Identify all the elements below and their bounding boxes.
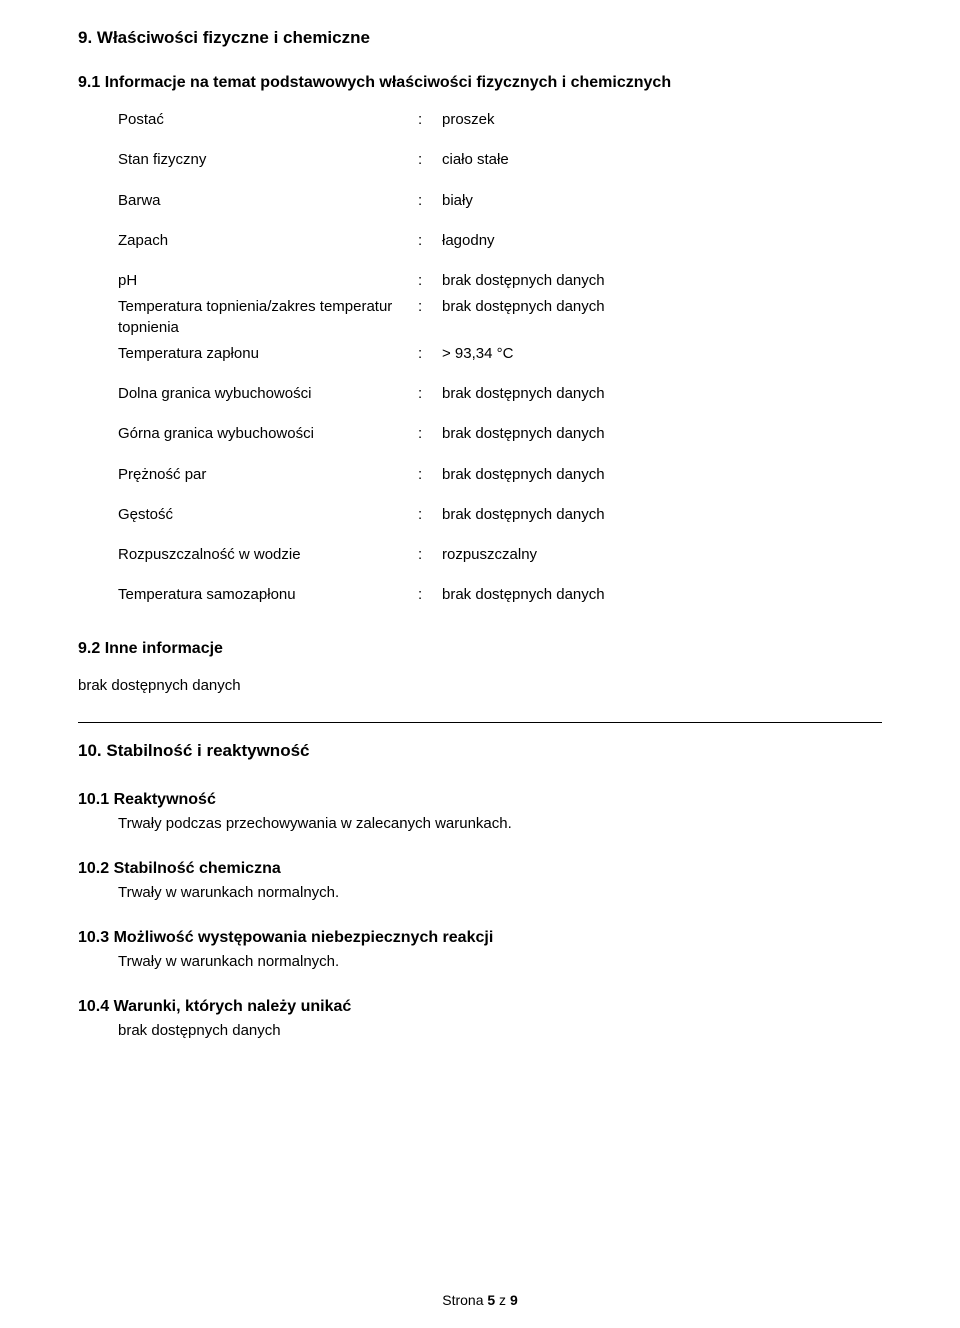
section-divider bbox=[78, 722, 882, 723]
section10-item-title: 10.3 Możliwość występowania niebezpieczn… bbox=[78, 929, 882, 947]
property-value: brak dostępnych danych bbox=[442, 585, 882, 605]
property-separator: : bbox=[418, 231, 442, 251]
property-row: Temperatura samozapłonu:brak dostępnych … bbox=[118, 585, 882, 605]
property-label: Temperatura samozapłonu bbox=[118, 585, 418, 605]
property-value: brak dostępnych danych bbox=[442, 384, 882, 404]
property-label: pH bbox=[118, 271, 418, 291]
property-separator: : bbox=[418, 384, 442, 404]
section10-item-title: 10.2 Stabilność chemiczna bbox=[78, 860, 882, 878]
property-separator: : bbox=[418, 271, 442, 291]
property-row: Dolna granica wybuchowości:brak dostępny… bbox=[118, 384, 882, 404]
property-separator: : bbox=[418, 424, 442, 444]
property-value: > 93,34 °C bbox=[442, 344, 882, 364]
footer-mid: z bbox=[495, 1292, 510, 1308]
property-row: Zapach:łagodny bbox=[118, 231, 882, 251]
footer-total: 9 bbox=[510, 1292, 518, 1308]
property-value: brak dostępnych danych bbox=[442, 271, 882, 291]
property-row: Temperatura topnienia/zakres temperatur … bbox=[118, 297, 882, 338]
property-row: Rozpuszczalność w wodzie:rozpuszczalny bbox=[118, 545, 882, 565]
property-value: brak dostępnych danych bbox=[442, 465, 882, 485]
property-value: brak dostępnych danych bbox=[442, 424, 882, 444]
property-separator: : bbox=[418, 585, 442, 605]
property-value: łagodny bbox=[442, 231, 882, 251]
section10-item-body: Trwały podczas przechowywania w zalecany… bbox=[118, 815, 882, 832]
property-row: pH:brak dostępnych danych bbox=[118, 271, 882, 291]
section10-item: 10.4 Warunki, których należy unikać brak … bbox=[78, 998, 882, 1039]
property-label: Prężność par bbox=[118, 465, 418, 485]
property-row: Temperatura zapłonu:> 93,34 °C bbox=[118, 344, 882, 364]
section10-item-body: brak dostępnych danych bbox=[118, 1022, 882, 1039]
property-row: Barwa:biały bbox=[118, 191, 882, 211]
property-label: Rozpuszczalność w wodzie bbox=[118, 545, 418, 565]
property-label: Zapach bbox=[118, 231, 418, 251]
property-value: biały bbox=[442, 191, 882, 211]
property-separator: : bbox=[418, 297, 442, 338]
property-separator: : bbox=[418, 545, 442, 565]
section10-heading: 10. Stabilność i reaktywność bbox=[78, 741, 882, 761]
property-row: Górna granica wybuchowości:brak dostępny… bbox=[118, 424, 882, 444]
footer-page: 5 bbox=[487, 1292, 495, 1308]
properties-list: Postać:proszekStan fizyczny:ciało stałeB… bbox=[118, 110, 882, 606]
property-row: Prężność par:brak dostępnych danych bbox=[118, 465, 882, 485]
section10-item-body: Trwały w warunkach normalnych. bbox=[118, 953, 882, 970]
section10-item-title: 10.4 Warunki, których należy unikać bbox=[78, 998, 882, 1016]
property-value: brak dostępnych danych bbox=[442, 297, 882, 338]
property-value: ciało stałe bbox=[442, 150, 882, 170]
property-separator: : bbox=[418, 191, 442, 211]
section9-sub2-heading: 9.2 Inne informacje bbox=[78, 640, 882, 658]
section10-item-body: Trwały w warunkach normalnych. bbox=[118, 884, 882, 901]
property-label: Barwa bbox=[118, 191, 418, 211]
property-label: Stan fizyczny bbox=[118, 150, 418, 170]
property-value: brak dostępnych danych bbox=[442, 505, 882, 525]
section9-sub2-body: brak dostępnych danych bbox=[78, 676, 882, 696]
section9-sub1-heading: 9.1 Informacje na temat podstawowych wła… bbox=[78, 74, 882, 92]
property-separator: : bbox=[418, 465, 442, 485]
property-row: Stan fizyczny:ciało stałe bbox=[118, 150, 882, 170]
property-separator: : bbox=[418, 344, 442, 364]
property-separator: : bbox=[418, 150, 442, 170]
section10-item: 10.2 Stabilność chemiczna Trwały w warunk… bbox=[78, 860, 882, 901]
property-value: proszek bbox=[442, 110, 882, 130]
footer-prefix: Strona bbox=[442, 1292, 487, 1308]
property-row: Postać:proszek bbox=[118, 110, 882, 130]
property-label: Temperatura zapłonu bbox=[118, 344, 418, 364]
property-label: Postać bbox=[118, 110, 418, 130]
section9-heading: 9. Właściwości fizyczne i chemiczne bbox=[78, 28, 882, 48]
section10-item: 10.1 Reaktywność Trwały podczas przechowy… bbox=[78, 791, 882, 832]
page: 9. Właściwości fizyczne i chemiczne 9.1 … bbox=[0, 0, 960, 1328]
property-row: Gęstość:brak dostępnych danych bbox=[118, 505, 882, 525]
page-footer: Strona 5 z 9 bbox=[0, 1292, 960, 1308]
section10-item: 10.3 Możliwość występowania niebezpieczn… bbox=[78, 929, 882, 970]
section10-items: 10.1 Reaktywność Trwały podczas przechowy… bbox=[78, 791, 882, 1039]
property-separator: : bbox=[418, 505, 442, 525]
section10-item-title: 10.1 Reaktywność bbox=[78, 791, 882, 809]
property-label: Temperatura topnienia/zakres temperatur … bbox=[118, 297, 418, 338]
property-label: Gęstość bbox=[118, 505, 418, 525]
property-value: rozpuszczalny bbox=[442, 545, 882, 565]
property-separator: : bbox=[418, 110, 442, 130]
property-label: Górna granica wybuchowości bbox=[118, 424, 418, 444]
property-label: Dolna granica wybuchowości bbox=[118, 384, 418, 404]
